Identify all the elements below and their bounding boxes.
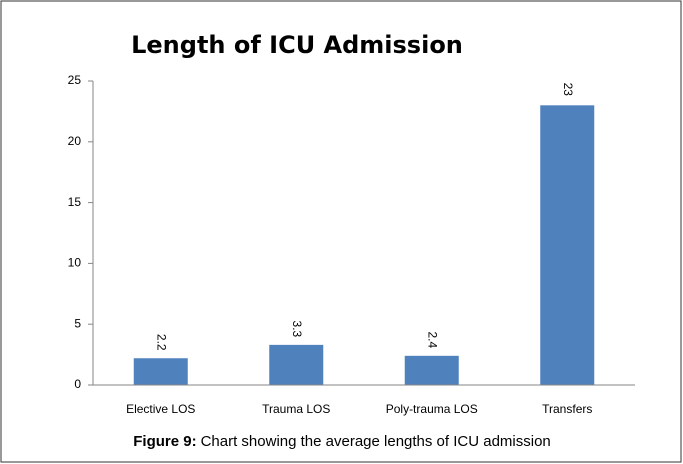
data-label: 23 — [561, 83, 575, 97]
caption-text: Chart showing the average lengths of ICU… — [201, 433, 551, 450]
x-tick-label: Elective LOS — [126, 402, 195, 416]
data-label: 3.3 — [290, 321, 304, 338]
caption-label: Figure 9: — [133, 433, 196, 450]
bar — [404, 355, 459, 385]
caption: Figure 9: Chart showing the average lengt… — [133, 433, 551, 450]
chart-title: Length of ICU Admission — [131, 31, 463, 59]
bar — [540, 105, 595, 385]
x-tick-label: Poly-trauma LOS — [386, 402, 478, 416]
y-tick-label: 0 — [74, 377, 81, 391]
data-label: 2.2 — [155, 334, 169, 351]
bar — [133, 358, 188, 385]
y-tick-label: 20 — [68, 134, 82, 148]
bar — [269, 344, 324, 385]
y-tick-label: 10 — [68, 256, 82, 270]
y-tick-label: 15 — [68, 195, 82, 209]
x-tick-label: Transfers — [542, 402, 592, 416]
data-label: 2.4 — [426, 331, 440, 348]
y-tick-label: 25 — [68, 73, 82, 87]
y-tick-label: 5 — [74, 316, 81, 330]
x-tick-label: Trauma LOS — [262, 402, 330, 416]
